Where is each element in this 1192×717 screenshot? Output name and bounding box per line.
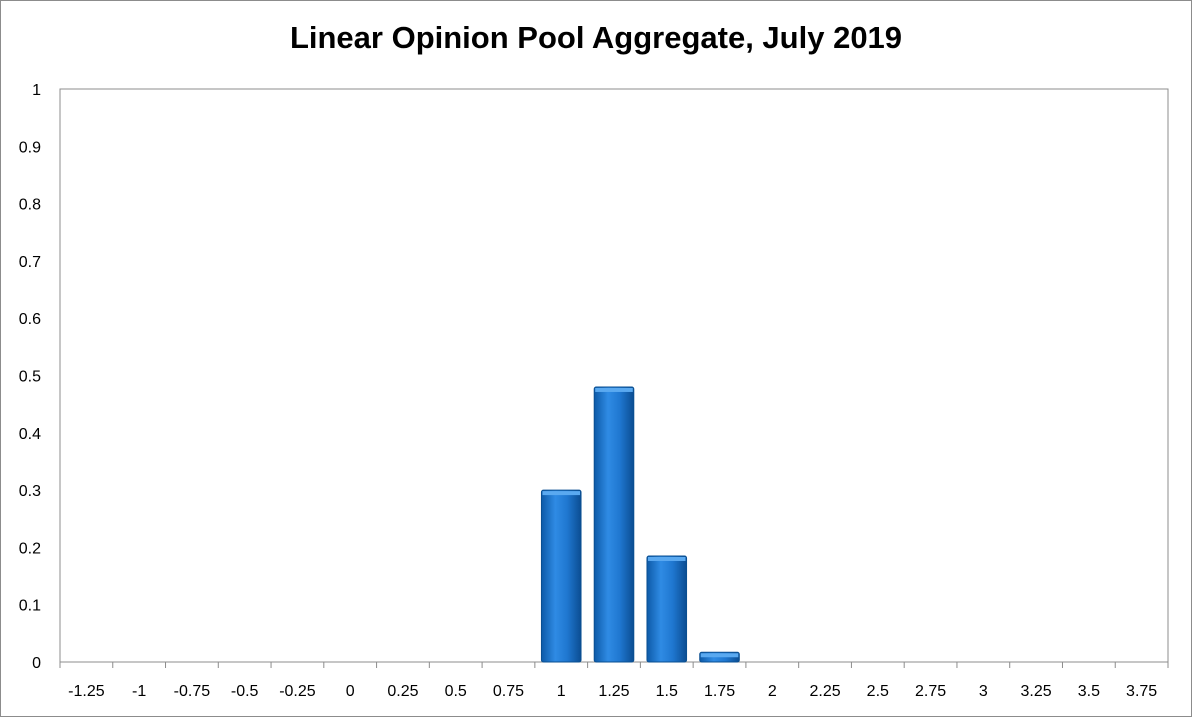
y-tick-label: 0.6	[19, 311, 41, 328]
x-tick-label: 0	[346, 683, 355, 700]
x-tick-label: -1	[132, 683, 146, 700]
x-tick-label: 2	[768, 683, 777, 700]
y-tick-label: 1	[32, 82, 41, 99]
bar-highlight	[595, 387, 633, 392]
x-tick-label: 0.5	[445, 683, 467, 700]
x-tick-label: 0.75	[493, 683, 524, 700]
x-tick-label: 2.25	[809, 683, 840, 700]
x-tick-label: 1	[557, 683, 566, 700]
x-tick-label: -0.5	[231, 683, 259, 700]
x-tick-label: 3	[979, 683, 988, 700]
y-tick-label: 0.2	[19, 540, 41, 557]
x-tick-label: 2.5	[867, 683, 889, 700]
x-tick-label: 2.75	[915, 683, 946, 700]
y-tick-label: 0	[32, 655, 41, 672]
y-tick-label: 0.5	[19, 369, 41, 386]
y-axis: 0 0.1 0.2 0.3 0.4 0.5 0.6 0.7 0.8 0.9 1	[19, 82, 41, 672]
bar-1	[540, 489, 582, 663]
y-tick-label: 0.3	[19, 483, 41, 500]
x-tick-label: 3.75	[1126, 683, 1157, 700]
y-tick-label: 0.1	[19, 598, 41, 615]
x-tick-label: 3.5	[1078, 683, 1100, 700]
x-tick-label: 1.5	[656, 683, 678, 700]
x-axis: -1.25 -1 -0.75 -0.5 -0.25 0 0.25 0.5 0.75 1 1.25 1.…	[59, 662, 1169, 700]
x-tick-label: -1.25	[68, 683, 105, 700]
bar-series	[540, 386, 740, 663]
bar-highlight	[542, 491, 581, 496]
bar-highlight	[647, 556, 686, 561]
x-tick-label: 3.25	[1021, 683, 1052, 700]
x-tick-label: 1.75	[704, 683, 735, 700]
x-tick-label: -0.25	[279, 683, 316, 700]
bar-highlight	[700, 653, 739, 658]
bar-1.25	[593, 386, 635, 663]
x-tick-label: -0.75	[174, 683, 211, 700]
y-tick-label: 0.4	[19, 426, 41, 443]
y-tick-label: 0.8	[19, 197, 41, 214]
bar-1.5	[646, 555, 688, 663]
x-tick-label: 0.25	[387, 683, 418, 700]
x-tick-label: 1.25	[598, 683, 629, 700]
y-tick-label: 0.7	[19, 254, 41, 271]
y-tick-label: 0.9	[19, 139, 41, 156]
chart-title: Linear Opinion Pool Aggregate, July 2019	[289, 20, 903, 55]
